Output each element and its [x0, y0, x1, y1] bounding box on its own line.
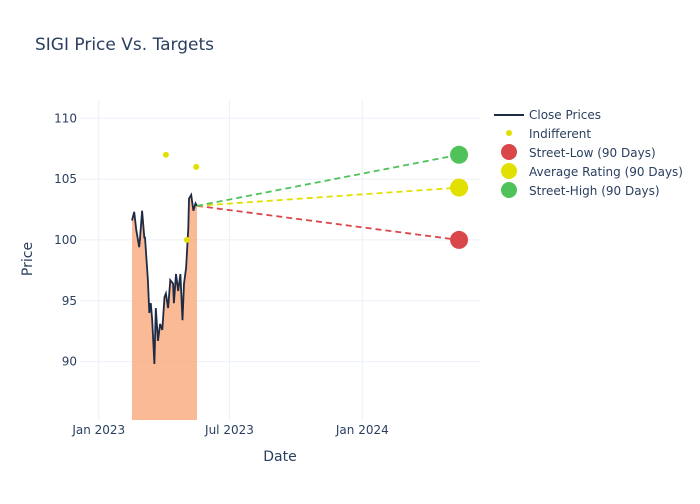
legend-close-prices[interactable]: Close Prices [529, 108, 601, 122]
x-tick-label: Jan 2024 [335, 423, 389, 437]
target-marker-high [450, 145, 469, 164]
legend-street-low[interactable]: Street-Low (90 Days) [529, 146, 656, 160]
y-axis-label: Price [20, 242, 36, 276]
target-marker-avg [450, 178, 469, 197]
indifferent-point [193, 163, 200, 170]
target-line-avg [196, 186, 460, 207]
legend-indifferent[interactable]: Indifferent [529, 127, 591, 141]
y-tick-label: 95 [62, 294, 77, 308]
legend-street-high[interactable]: Street-High (90 Days) [529, 184, 660, 198]
close-price-line [131, 192, 198, 365]
y-tick-label: 105 [54, 172, 77, 186]
indifferent-point [162, 151, 169, 158]
target-line-high [196, 153, 460, 207]
y-tick-label: 90 [62, 355, 77, 369]
x-tick-label: Jan 2023 [71, 423, 125, 437]
legend[interactable]: Close Prices Indifferent Street-Low (90 … [494, 108, 683, 198]
legend-avg-icon [501, 163, 517, 179]
target-marker-low [450, 230, 469, 249]
legend-high-icon [501, 182, 517, 198]
legend-dot-icon [506, 130, 512, 136]
y-tick-label: 100 [54, 233, 77, 247]
indifferent-point [183, 236, 190, 243]
chart-title: SIGI Price Vs. Targets [35, 35, 214, 55]
legend-low-icon [501, 144, 517, 160]
legend-average-rating[interactable]: Average Rating (90 Days) [529, 165, 683, 179]
target-line-low [196, 204, 460, 241]
y-tick-label: 110 [54, 111, 77, 125]
x-tick-label: Jul 2023 [204, 423, 254, 437]
x-axis-label: Date [263, 449, 296, 465]
